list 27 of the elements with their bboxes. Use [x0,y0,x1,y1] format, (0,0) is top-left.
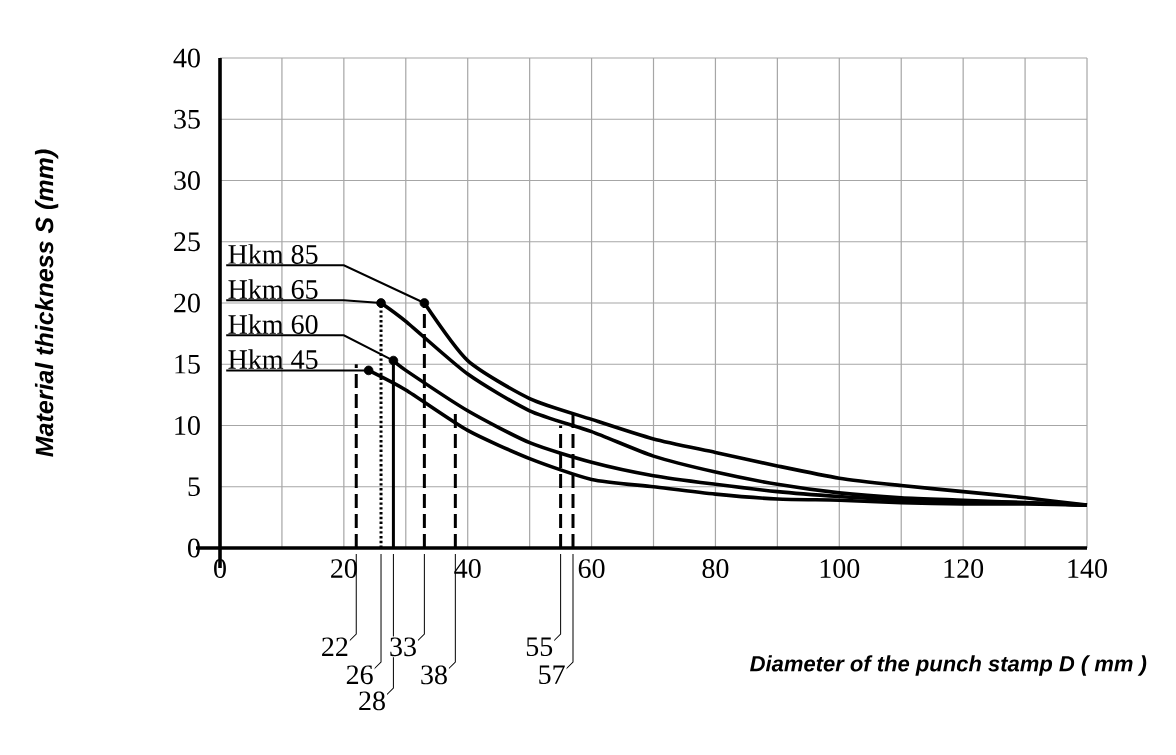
y-tick-label: 15 [175,354,200,374]
text: 28 [359,691,385,711]
y-tick-label: 30 [174,171,200,190]
y-tick-label: 20 [174,293,200,313]
x-axis-title: Diameter of the punch stamp D ( mm ) [750,655,1147,676]
y-tick-label: 10 [175,416,200,435]
x-tick-label: 140 [1068,559,1107,578]
text: Hkm 65 [228,279,318,299]
text: 22 [322,637,348,656]
x-tick-label: 100 [820,559,860,578]
y-tick-label: 25 [174,232,200,252]
x-tick-label: 80 [702,559,729,578]
y-tick-label: 40 [173,48,200,68]
text: Hkm 85 [228,244,318,264]
text: 38 [421,665,447,685]
y-axis-title: Material thickness S (mm) [34,149,59,457]
y-tick-label: 35 [174,109,200,129]
x-tick-label: 120 [944,559,984,578]
text: 57 [539,665,565,685]
text: 33 [390,637,416,657]
text: Hkm 60 [228,314,318,334]
text: 26 [346,665,373,685]
text: 55 [526,637,553,657]
x-tick-label: 0 [214,559,226,578]
y-tick-label: 5 [188,477,200,497]
x-tick-label: 60 [578,559,605,578]
series-label: Hkm 45 [228,349,318,369]
